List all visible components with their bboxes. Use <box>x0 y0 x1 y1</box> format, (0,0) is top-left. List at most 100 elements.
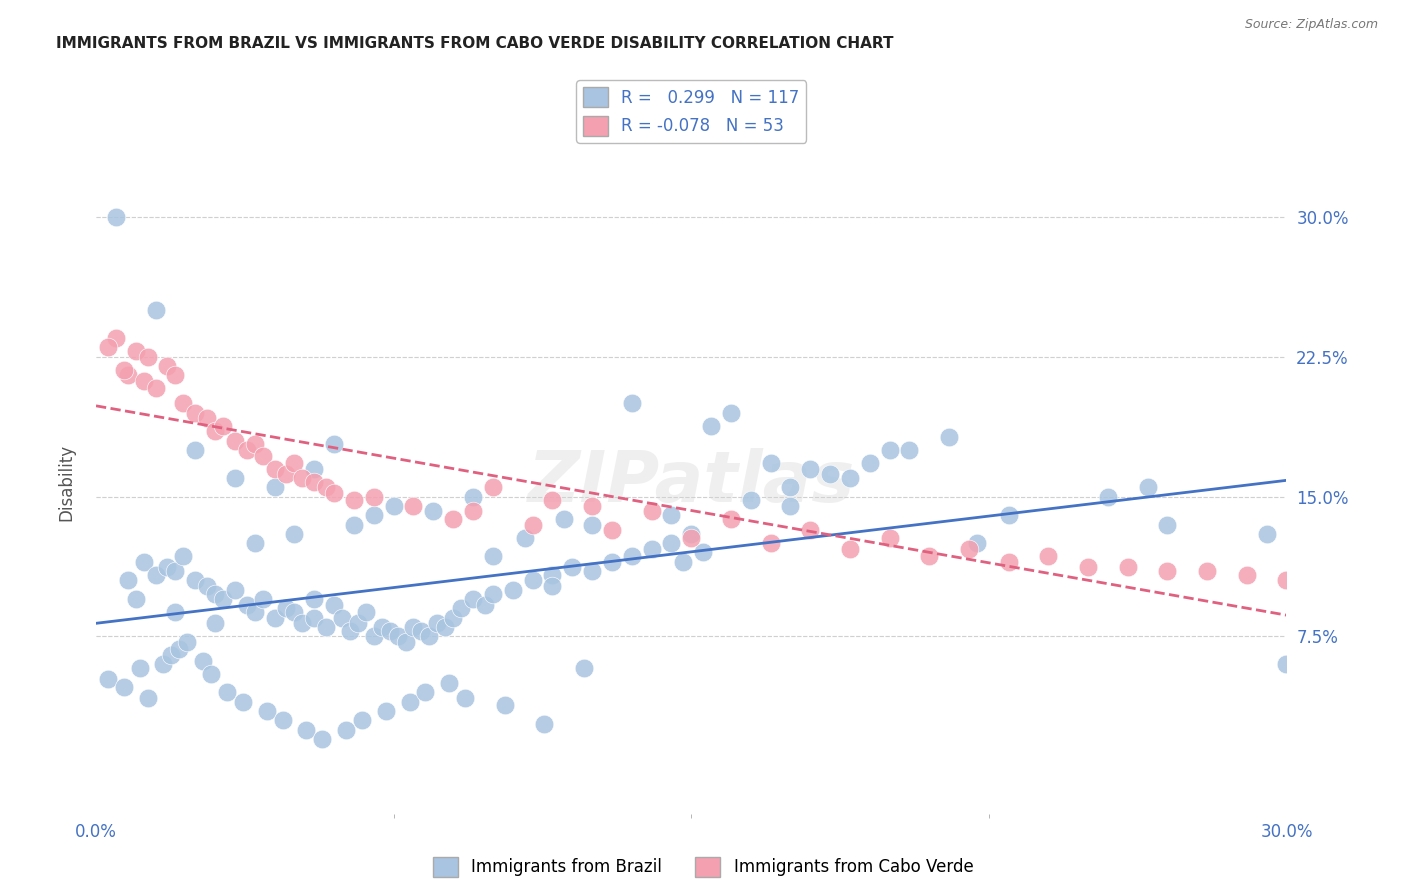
Point <box>1038 549 1060 564</box>
Point <box>859 456 882 470</box>
Point <box>112 362 135 376</box>
Point <box>191 654 214 668</box>
Point <box>172 549 194 564</box>
Point <box>387 629 409 643</box>
Point <box>522 574 544 588</box>
Point <box>204 586 226 600</box>
Point <box>759 456 782 470</box>
Point <box>165 368 187 383</box>
Point <box>145 567 167 582</box>
Point <box>256 704 278 718</box>
Point <box>494 698 516 713</box>
Point <box>295 723 318 737</box>
Point <box>938 430 960 444</box>
Point <box>343 493 366 508</box>
Point <box>692 545 714 559</box>
Point <box>394 635 416 649</box>
Point <box>343 517 366 532</box>
Point <box>236 442 259 457</box>
Point <box>1156 564 1178 578</box>
Point <box>263 480 285 494</box>
Point <box>330 611 353 625</box>
Point <box>304 611 326 625</box>
Point <box>474 598 496 612</box>
Point <box>918 549 941 564</box>
Point <box>681 526 703 541</box>
Point <box>132 555 155 569</box>
Point <box>600 555 623 569</box>
Point <box>165 605 187 619</box>
Point <box>291 616 314 631</box>
Point <box>156 359 179 373</box>
Point <box>283 526 305 541</box>
Point <box>454 690 477 705</box>
Point <box>304 592 326 607</box>
Point <box>661 508 683 523</box>
Point <box>740 493 762 508</box>
Point <box>879 442 901 457</box>
Point <box>354 605 377 619</box>
Point <box>997 555 1019 569</box>
Point <box>276 601 298 615</box>
Point <box>195 579 218 593</box>
Point <box>145 303 167 318</box>
Point <box>572 661 595 675</box>
Point <box>997 508 1019 523</box>
Point <box>1275 574 1298 588</box>
Point <box>461 490 484 504</box>
Point <box>184 574 207 588</box>
Point <box>172 396 194 410</box>
Point <box>482 480 505 494</box>
Point <box>136 690 159 705</box>
Point <box>879 531 901 545</box>
Point <box>1077 560 1099 574</box>
Point <box>236 598 259 612</box>
Point <box>243 437 266 451</box>
Point <box>482 586 505 600</box>
Point <box>418 629 440 643</box>
Point <box>541 567 564 582</box>
Point <box>522 517 544 532</box>
Point <box>839 471 862 485</box>
Point <box>304 475 326 489</box>
Point <box>145 381 167 395</box>
Point <box>176 635 198 649</box>
Point <box>620 549 643 564</box>
Point <box>700 418 723 433</box>
Point <box>581 564 603 578</box>
Point <box>779 499 801 513</box>
Point <box>374 704 396 718</box>
Point <box>97 673 120 687</box>
Point <box>1097 490 1119 504</box>
Point <box>339 624 361 638</box>
Point <box>224 582 246 597</box>
Point <box>335 723 357 737</box>
Point <box>482 549 505 564</box>
Point <box>212 592 235 607</box>
Point <box>541 579 564 593</box>
Point <box>112 680 135 694</box>
Point <box>1156 517 1178 532</box>
Point <box>426 616 449 631</box>
Point <box>263 611 285 625</box>
Point <box>323 485 346 500</box>
Point <box>1275 657 1298 672</box>
Point <box>681 531 703 545</box>
Text: Source: ZipAtlas.com: Source: ZipAtlas.com <box>1244 18 1378 31</box>
Point <box>382 499 405 513</box>
Point <box>533 717 555 731</box>
Point <box>125 344 148 359</box>
Point <box>661 536 683 550</box>
Text: ZIPatlas: ZIPatlas <box>527 448 855 517</box>
Point <box>1116 560 1139 574</box>
Point <box>411 624 433 638</box>
Point <box>291 471 314 485</box>
Point <box>502 582 524 597</box>
Point <box>104 331 127 345</box>
Y-axis label: Disability: Disability <box>58 444 75 521</box>
Point <box>224 434 246 448</box>
Point <box>378 624 401 638</box>
Point <box>315 620 337 634</box>
Point <box>957 541 980 556</box>
Point <box>311 731 333 746</box>
